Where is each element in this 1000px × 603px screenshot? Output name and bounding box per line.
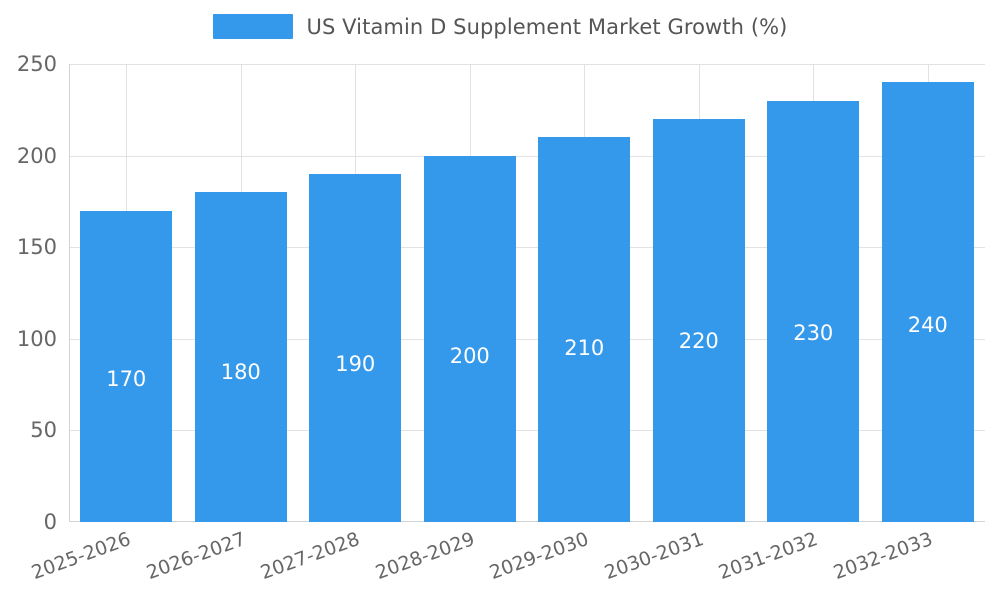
- bar-value-label: 230: [793, 321, 834, 346]
- y-axis-tick-label: 0: [43, 510, 57, 534]
- bar-value-label: 200: [449, 344, 490, 369]
- bar-value-label: 180: [220, 359, 261, 384]
- y-axis-tick-label: 150: [16, 235, 57, 260]
- x-axis-ticks: 2025-2026 2026-2027 2027-2028 2028-2029 2029…: [29, 528, 985, 600]
- plot-area: 170 180 190 200 210 220 230 240: [69, 64, 985, 522]
- bar[interactable]: 180: [194, 192, 287, 522]
- grid-line: [69, 430, 985, 432]
- bar-series: 170 180 190 200 210 220 230 240: [69, 64, 985, 522]
- bar-slot: 230: [767, 64, 860, 522]
- bar-slot: 240: [881, 64, 974, 522]
- bar-value-label: 210: [564, 336, 605, 361]
- y-axis-tick-label: 200: [16, 143, 57, 168]
- y-axis-line: [69, 64, 70, 522]
- y-axis-tick-label: 50: [30, 418, 57, 443]
- bar[interactable]: 200: [423, 155, 516, 522]
- bar-value-label: 220: [678, 328, 719, 353]
- legend-swatch-series-1[interactable]: [212, 14, 293, 39]
- grid-line: [69, 64, 985, 65]
- bar-slot: 200: [423, 64, 516, 522]
- bar-value-label: 240: [907, 313, 948, 338]
- y-axis-tick-label: 100: [16, 326, 57, 351]
- bar-slot: 190: [309, 64, 402, 522]
- legend-label-series-1: US Vitamin D Supplement Market Growth (%…: [306, 14, 788, 39]
- x-axis-line: [69, 521, 985, 522]
- bar-slot: 180: [194, 64, 287, 522]
- grid-line: [69, 247, 985, 249]
- bar-value-label: 170: [106, 367, 147, 392]
- bar[interactable]: 230: [767, 100, 860, 522]
- bar-slot: 220: [652, 64, 745, 522]
- chart-legend: US Vitamin D Supplement Market Growth (%…: [0, 14, 1000, 39]
- grid-line: [69, 338, 985, 340]
- grid-line: [69, 155, 985, 157]
- bar[interactable]: 210: [538, 137, 631, 522]
- bar-value-label: 190: [335, 351, 376, 376]
- y-axis-ticks: 0 50 100 150 200 250: [0, 52, 57, 534]
- bar[interactable]: 190: [309, 173, 402, 522]
- bar[interactable]: 220: [652, 118, 745, 522]
- bar[interactable]: 170: [80, 210, 173, 522]
- bar-slot: 210: [538, 64, 631, 522]
- y-axis-tick-label: 250: [16, 52, 57, 76]
- bar[interactable]: 240: [881, 82, 974, 522]
- bar-slot: 170: [80, 64, 173, 522]
